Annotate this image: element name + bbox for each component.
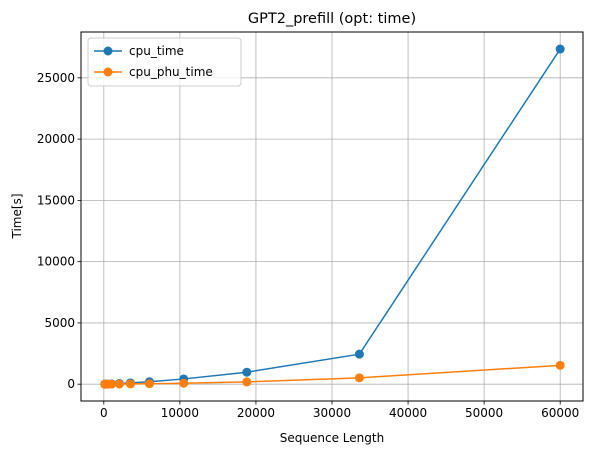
x-tick-label: 20000: [237, 406, 275, 420]
legend-marker: [103, 46, 113, 56]
y-tick-label: 0: [67, 377, 75, 391]
data-point-cpu-phu-time: [354, 373, 364, 383]
x-tick-label: 40000: [389, 406, 427, 420]
data-point-cpu-phu-time: [125, 379, 135, 389]
data-point-cpu-time: [555, 44, 565, 54]
y-tick-label: 5000: [44, 316, 75, 330]
legend-label: cpu_time: [129, 44, 184, 58]
data-point-cpu-time: [354, 349, 364, 359]
y-tick-label: 25000: [37, 71, 75, 85]
chart-title: GPT2_prefill (opt: time): [248, 11, 416, 27]
y-tick-label: 15000: [37, 193, 75, 207]
y-tick-label: 10000: [37, 255, 75, 269]
legend-box: [87, 37, 242, 87]
data-point-cpu-phu-time: [179, 378, 189, 388]
legend-item-cpu-phu-time: cpu_phu_time: [94, 65, 213, 79]
x-tick-label: 60000: [541, 406, 579, 420]
x-tick-label: 0: [100, 406, 108, 420]
data-point-cpu-phu-time: [555, 360, 565, 370]
data-series: [100, 44, 565, 389]
x-tick-label: 30000: [313, 406, 351, 420]
data-point-cpu-time: [242, 367, 252, 377]
x-tick-label: 10000: [161, 406, 199, 420]
data-point-cpu-phu-time: [144, 379, 154, 389]
x-tick-label: 50000: [465, 406, 503, 420]
y-tick-label: 20000: [37, 132, 75, 146]
legend-marker: [103, 67, 113, 77]
axis-ticks: 0 10000 20000 30000 40000 50000 60000 0 5000 1000…: [37, 71, 579, 420]
data-point-cpu-phu-time: [114, 379, 124, 389]
x-axis-title: Sequence Length: [280, 431, 384, 445]
y-axis-title: Time[s]: [10, 194, 24, 240]
legend: cpu_time cpu_phu_time: [87, 37, 242, 87]
series-cpu-phu-time: [100, 360, 565, 389]
legend-item-cpu-time: cpu_time: [94, 44, 184, 58]
data-point-cpu-phu-time: [107, 379, 117, 389]
data-point-cpu-phu-time: [242, 377, 252, 387]
legend-label: cpu_phu_time: [129, 65, 213, 79]
